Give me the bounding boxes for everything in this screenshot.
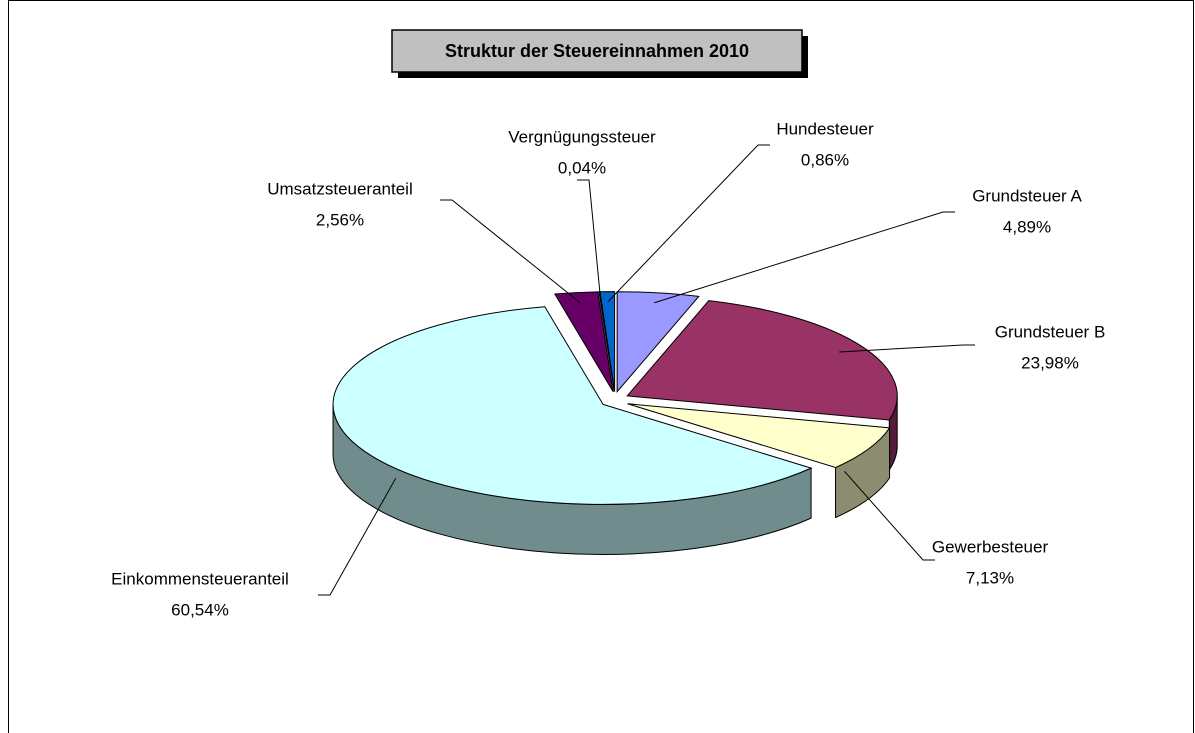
slice-value-label: 7,13%	[966, 568, 1014, 587]
leader-line	[607, 144, 770, 302]
title-box	[391, 29, 803, 73]
chart-title: Struktur der Steuereinnahmen 2010	[445, 41, 749, 61]
slice-label: Einkommensteueranteil	[111, 569, 289, 588]
slice-label: Hundesteuer	[776, 119, 874, 138]
slice-value-label: 2,56%	[316, 210, 364, 229]
slice	[332, 306, 813, 505]
leader-line	[654, 211, 955, 304]
leader-line	[440, 199, 581, 303]
slice-label: Vergnügungssteuer	[508, 127, 656, 146]
slice-label: Grundsteuer B	[995, 322, 1106, 341]
slice-value-label: 60,54%	[171, 600, 229, 619]
leader-line	[844, 470, 935, 561]
leader-line	[577, 179, 602, 302]
leader-line	[318, 478, 397, 596]
slice-value-label: 0,04%	[558, 158, 606, 177]
slice	[626, 300, 898, 421]
slice	[627, 403, 891, 469]
slice-label: Grundsteuer A	[972, 186, 1082, 205]
slice	[554, 291, 614, 392]
slice-value-label: 23,98%	[1021, 353, 1079, 372]
leader-line	[839, 344, 975, 353]
slice-label: Umsatzsteueranteil	[267, 179, 413, 198]
slice-value-label: 4,89%	[1003, 217, 1051, 236]
slice-value-label: 0,86%	[801, 150, 849, 169]
slice-label: Gewerbesteuer	[932, 537, 1049, 556]
